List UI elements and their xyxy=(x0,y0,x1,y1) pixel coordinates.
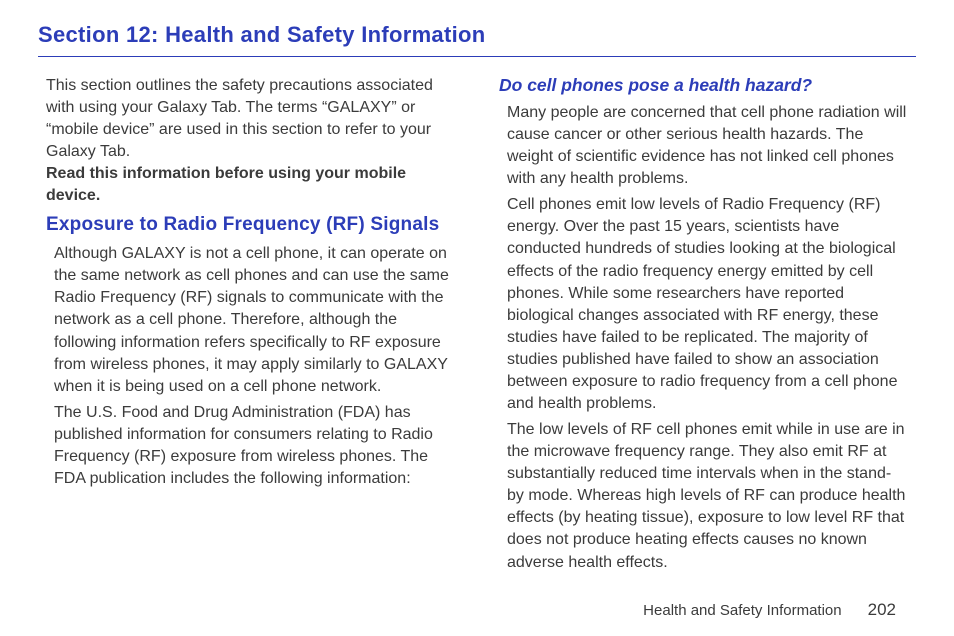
right-para-3: The low levels of RF cell phones emit wh… xyxy=(499,419,908,574)
footer-page-number: 202 xyxy=(868,600,896,620)
health-hazard-question: Do cell phones pose a health hazard? xyxy=(499,75,908,96)
left-column: This section outlines the safety precaut… xyxy=(38,75,463,578)
right-para-1: Many people are concerned that cell phon… xyxy=(499,102,908,190)
right-para-2: Cell phones emit low levels of Radio Fre… xyxy=(499,194,908,415)
right-column: Do cell phones pose a health hazard? Man… xyxy=(491,75,916,578)
rf-subheading: Exposure to Radio Frequency (RF) Signals xyxy=(46,213,455,237)
left-para-2: The U.S. Food and Drug Administration (F… xyxy=(46,402,455,490)
two-column-layout: This section outlines the safety precaut… xyxy=(38,75,916,578)
page-footer: Health and Safety Information 202 xyxy=(643,600,896,620)
intro-text: This section outlines the safety precaut… xyxy=(46,77,433,160)
footer-label: Health and Safety Information xyxy=(643,602,841,619)
section-title: Section 12: Health and Safety Informatio… xyxy=(38,22,916,57)
intro-paragraph: This section outlines the safety precaut… xyxy=(46,75,455,207)
left-para-1: Although GALAXY is not a cell phone, it … xyxy=(46,243,455,398)
intro-bold-line: Read this information before using your … xyxy=(46,163,455,207)
